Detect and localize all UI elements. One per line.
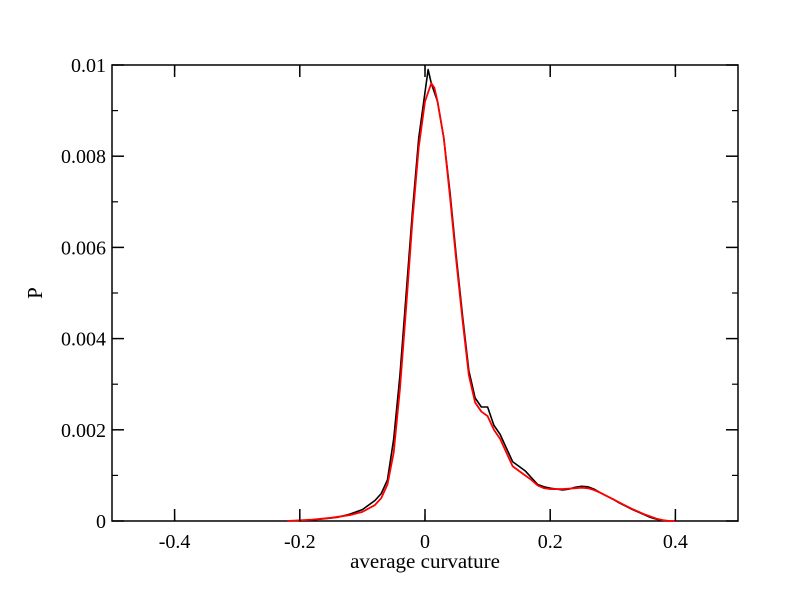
x-tick-label: 0 <box>420 531 430 553</box>
y-tick-label: 0.004 <box>61 329 106 351</box>
series-layer <box>287 68 676 522</box>
y-tick-label: 0.01 <box>71 55 106 77</box>
y-tick-label: 0 <box>96 511 106 533</box>
tick-layer: -0.4 -0.2 0 0.2 0.4 0 0.002 0.004 0.006 0.008 0.01 <box>61 55 738 553</box>
y-tick-label: 0.008 <box>61 146 106 168</box>
x-tick-label: -0.2 <box>284 531 316 553</box>
x-axis-label: average curvature <box>350 549 500 573</box>
y-tick-label: 0.002 <box>61 420 106 442</box>
x-tick-label: 0.4 <box>663 531 688 553</box>
x-tick-label: 0.2 <box>538 531 563 553</box>
x-tick-label: -0.4 <box>159 531 191 553</box>
y-tick-label: 0.006 <box>61 237 106 259</box>
y-axis-label: P <box>23 287 47 299</box>
series-smoothed-line <box>287 82 676 522</box>
